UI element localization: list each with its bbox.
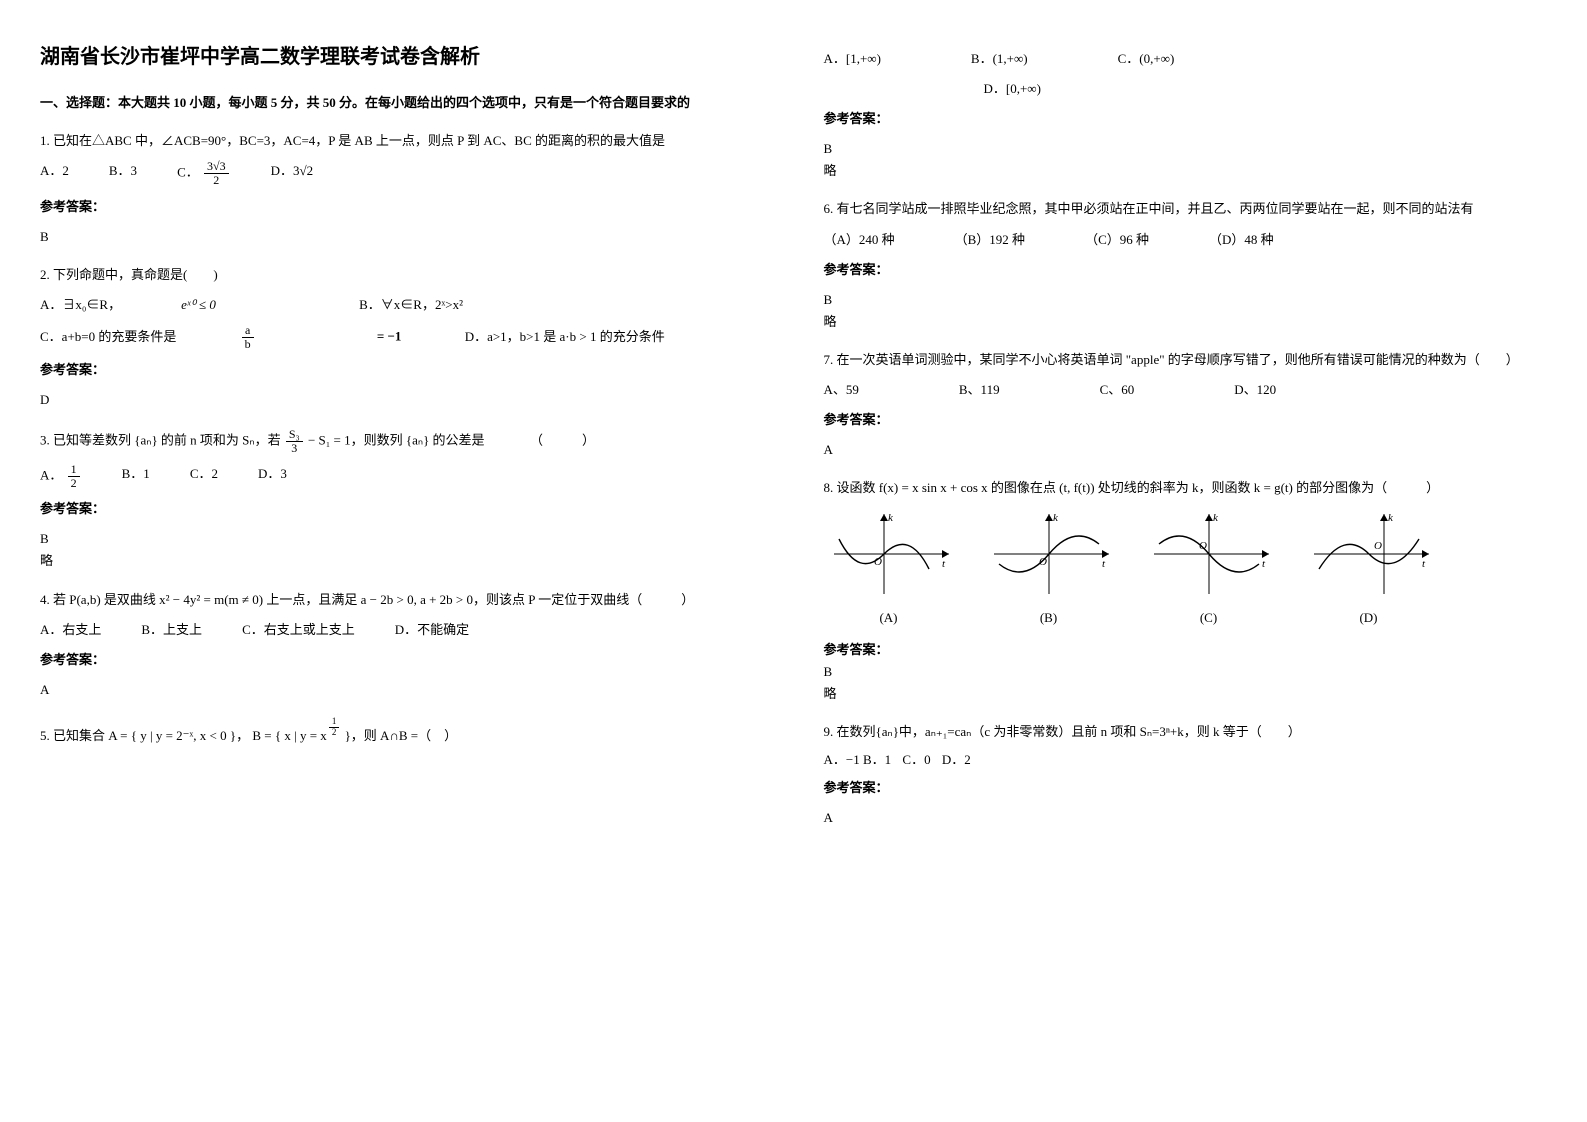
answer-label: 参考答案：	[40, 196, 764, 218]
q5-opt-b: B．(1,+∞)	[971, 48, 1028, 70]
graph-b: k t O (B)	[984, 509, 1114, 628]
q7-opt-b: B、119	[959, 379, 1000, 401]
q5-note: 略	[824, 160, 1548, 182]
graph-d-svg: k t O	[1304, 509, 1434, 599]
page-title: 湖南省长沙市崔坪中学高二数学理联考试卷含解析	[40, 40, 764, 74]
q8-note: 略	[824, 683, 1548, 705]
svg-text:t: t	[1102, 558, 1106, 570]
q4-opt-b: B．上支上	[141, 619, 202, 641]
q2-opt-a: A．∃x₀∈R，eˣ⁰ ≤ 0	[40, 294, 216, 316]
q2-opt-c: C．a+b=0 的充要条件是 ab = −1	[40, 324, 401, 351]
answer-label: 参考答案：	[40, 649, 764, 671]
q7-opt-c: C、60	[1100, 379, 1135, 401]
q6-note: 略	[824, 311, 1548, 333]
q2-options: A．∃x₀∈R，eˣ⁰ ≤ 0 B．∀x∈R，2ˣ>x²	[40, 294, 764, 316]
graph-a-svg: k t O	[824, 509, 954, 599]
answer-label: 参考答案：	[40, 498, 764, 520]
q5-options: A．[1,+∞) B．(1,+∞) C．(0,+∞)	[824, 48, 1548, 70]
q6-opt-a: （A）240 种	[824, 229, 895, 251]
q3-note: 略	[40, 550, 764, 572]
svg-text:O: O	[1374, 540, 1382, 552]
q2-answer: D	[40, 389, 764, 411]
answer-label: 参考答案：	[824, 259, 1548, 281]
left-column: 湖南省长沙市崔坪中学高二数学理联考试卷含解析 一、选择题：本大题共 10 小题，…	[40, 40, 764, 829]
graph-c-svg: k t O	[1144, 509, 1274, 599]
graph-d: k t O (D)	[1304, 509, 1434, 628]
q9-opt-a: A．−1	[824, 752, 860, 767]
q2-opt-d: D．a>1，b>1 是 a·b > 1 的充分条件	[465, 326, 665, 348]
answer-label: 参考答案：	[824, 108, 1548, 130]
q3-options: A． 12 B．1 C．2 D．3	[40, 463, 764, 490]
q4-opt-a: A．右支上	[40, 619, 101, 641]
svg-text:k: k	[1388, 512, 1394, 524]
answer-label: 参考答案：	[824, 409, 1548, 431]
question-7: 7. 在一次英语单词测验中，某同学不小心将英语单词 "apple" 的字母顺序写…	[824, 349, 1548, 371]
svg-text:t: t	[1262, 558, 1266, 570]
question-3: 3. 已知等差数列 {aₙ} 的前 n 项和为 Sₙ，若 S₃3 − S₁ = …	[40, 428, 764, 455]
q4-opt-d: D．不能确定	[395, 619, 469, 641]
svg-text:t: t	[1422, 558, 1426, 570]
q1-opt-c: C． 3√3 2	[177, 160, 231, 187]
svg-text:k: k	[888, 512, 894, 524]
graph-a: k t O (A)	[824, 509, 954, 628]
q7-opt-d: D、120	[1234, 379, 1276, 401]
question-8: 8. 设函数 f(x) = x sin x + cos x 的图像在点 (t, …	[824, 477, 1548, 499]
q9-opt-d: D．2	[942, 752, 971, 767]
q5-answer: B	[824, 138, 1548, 160]
q8-graphs: k t O (A) k t O (B)	[824, 509, 1548, 628]
svg-text:k: k	[1053, 512, 1059, 524]
q1-options: A．2 B．3 C． 3√3 2 D．3√2	[40, 160, 764, 187]
q3-opt-c: C．2	[190, 463, 218, 490]
question-6: 6. 有七名同学站成一排照毕业纪念照，其中甲必须站在正中间，并且乙、丙两位同学要…	[824, 198, 1548, 220]
q3-answer: B	[40, 528, 764, 550]
q9-opt-c: C．0	[902, 752, 930, 767]
question-4: 4. 若 P(a,b) 是双曲线 x² − 4y² = m(m ≠ 0) 上一点…	[40, 589, 764, 611]
answer-label: 参考答案：	[824, 639, 1548, 661]
q9-opt-b: B．1	[863, 752, 891, 767]
q3-opt-d: D．3	[258, 463, 287, 490]
right-column: A．[1,+∞) B．(1,+∞) C．(0,+∞) D．[0,+∞) 参考答案…	[824, 40, 1548, 829]
graph-c: k t O (C)	[1144, 509, 1274, 628]
q6-options: （A）240 种 （B）192 种 （C）96 种 （D）48 种	[824, 229, 1548, 251]
q1-opt-b: B．3	[109, 160, 137, 187]
question-9: 9. 在数列{aₙ}中，aₙ₊₁=caₙ（c 为非零常数）且前 n 项和 Sₙ=…	[824, 721, 1548, 743]
q6-opt-c: （C）96 种	[1085, 229, 1149, 251]
q5-opt-a: A．[1,+∞)	[824, 48, 881, 70]
q1-answer: B	[40, 226, 764, 248]
q6-answer: B	[824, 289, 1548, 311]
q1-text: 1. 已知在△ABC 中，∠ACB=90°，BC=3，AC=4，P 是 AB 上…	[40, 133, 665, 148]
q6-opt-d: （D）48 种	[1209, 229, 1274, 251]
q4-answer: A	[40, 679, 764, 701]
q1-opt-a: A．2	[40, 160, 69, 187]
q7-options: A、59 B、119 C、60 D、120	[824, 379, 1548, 401]
svg-text:t: t	[942, 558, 946, 570]
question-2: 2. 下列命题中，真命题是( )	[40, 264, 764, 286]
q7-opt-a: A、59	[824, 379, 859, 401]
question-5: 5. 已知集合 A = { y | y = 2⁻ˣ, x < 0 }， B = …	[40, 717, 764, 747]
svg-text:k: k	[1213, 512, 1219, 524]
graph-b-svg: k t O	[984, 509, 1114, 599]
q6-opt-b: （B）192 种	[955, 229, 1025, 251]
answer-label: 参考答案：	[40, 359, 764, 381]
q7-answer: A	[824, 439, 1548, 461]
section-heading: 一、选择题：本大题共 10 小题，每小题 5 分，共 50 分。在每小题给出的四…	[40, 92, 764, 114]
q3-opt-b: B．1	[122, 463, 150, 490]
q9-answer: A	[824, 807, 1548, 829]
q1-opt-d: D．3√2	[271, 160, 314, 187]
q3-opt-a: A． 12	[40, 463, 82, 490]
q2-opt-b: B．∀x∈R，2ˣ>x²	[359, 294, 463, 316]
q4-options: A．右支上 B．上支上 C．右支上或上支上 D．不能确定	[40, 619, 764, 641]
q9-options: A．−1 B．1 C．0 D．2	[824, 749, 1548, 771]
q4-opt-c: C．右支上或上支上	[242, 619, 355, 641]
answer-label: 参考答案：	[824, 777, 1548, 799]
q5-opt-d: D．[0,+∞)	[984, 78, 1041, 100]
question-1: 1. 已知在△ABC 中，∠ACB=90°，BC=3，AC=4，P 是 AB 上…	[40, 130, 764, 152]
q8-answer: B	[824, 661, 1548, 683]
q5-opt-c: C．(0,+∞)	[1118, 48, 1175, 70]
q1-c-fraction: 3√3 2	[204, 160, 229, 187]
